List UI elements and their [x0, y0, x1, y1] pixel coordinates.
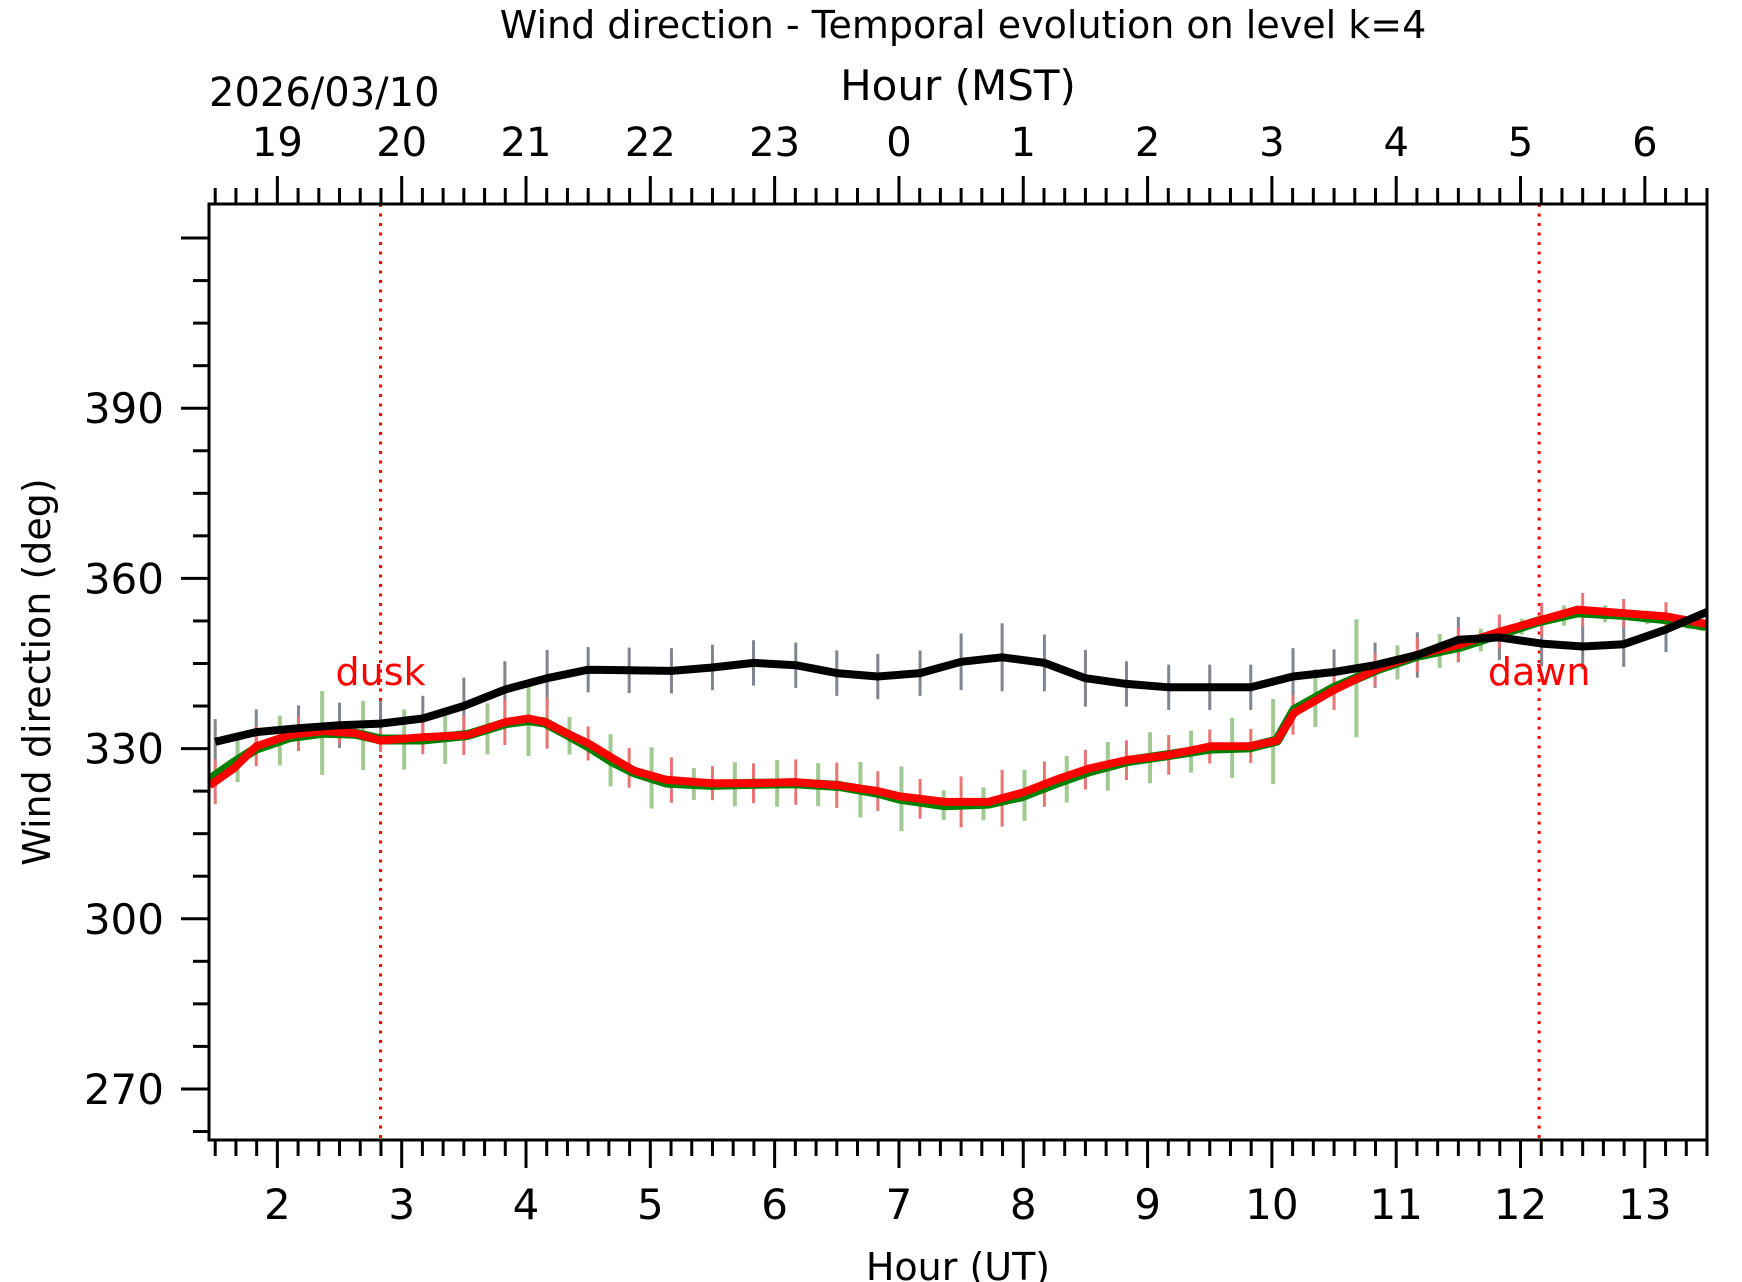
black-model-line — [214, 608, 1707, 746]
x-tick-label: 5 — [637, 1180, 664, 1229]
y-axis-label: Wind direction (deg) — [15, 478, 59, 865]
date-label: 2026/03/10 — [209, 70, 440, 116]
top-x-tick-label: 20 — [376, 120, 427, 166]
y-tick-label: 390 — [84, 384, 164, 433]
y-tick-label: 330 — [84, 725, 164, 774]
top-x-tick-label: 22 — [625, 120, 676, 166]
dawn-label: dawn — [1488, 650, 1591, 694]
x-axis-label: Hour (UT) — [866, 1245, 1050, 1282]
x-tick-label: 6 — [761, 1180, 788, 1229]
x-tick-label: 8 — [1010, 1180, 1037, 1229]
y-tick-label: 360 — [84, 554, 164, 603]
top-x-tick-label: 2 — [1135, 120, 1160, 166]
y-tick-label: 270 — [84, 1065, 164, 1114]
x-tick-label: 3 — [388, 1180, 415, 1229]
x-tick-label: 2 — [264, 1180, 291, 1229]
top-x-tick-label: 0 — [886, 120, 911, 166]
x-tick-label: 9 — [1134, 1180, 1161, 1229]
top-x-tick-label: 1 — [1011, 120, 1036, 166]
top-x-tick-label: 19 — [252, 120, 303, 166]
chart-title: Wind direction - Temporal evolution on l… — [500, 3, 1427, 47]
top-x-tick-label: 3 — [1259, 120, 1284, 166]
top-axis-label: Hour (MST) — [840, 61, 1076, 110]
x-tick-label: 4 — [513, 1180, 540, 1229]
top-x-tick-label: 6 — [1632, 120, 1657, 166]
dusk-label: dusk — [336, 650, 426, 694]
x-tick-label: 12 — [1494, 1180, 1547, 1229]
y-tick-label: 300 — [84, 895, 164, 944]
top-x-tick-label: 4 — [1383, 120, 1408, 166]
x-tick-label: 7 — [886, 1180, 913, 1229]
x-tick-label: 10 — [1245, 1180, 1298, 1229]
top-x-tick-label: 21 — [501, 120, 552, 166]
plot-frame — [207, 202, 1709, 1142]
x-tick-label: 13 — [1618, 1180, 1671, 1229]
plot-area — [209, 204, 1707, 1140]
x-tick-label: 11 — [1369, 1180, 1422, 1229]
top-x-tick-label: 5 — [1508, 120, 1533, 166]
top-x-tick-label: 23 — [749, 120, 800, 166]
